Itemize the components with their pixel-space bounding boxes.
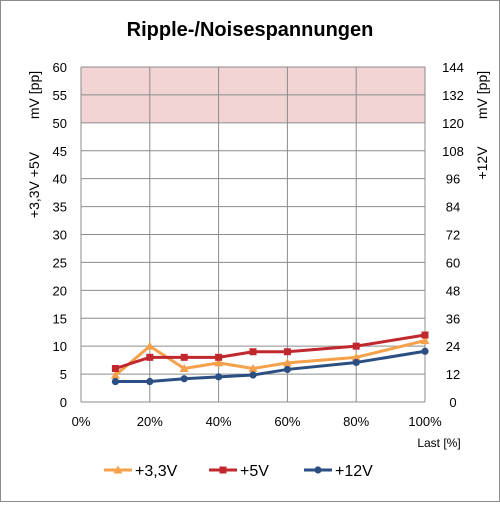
y-tick-right: 84 <box>446 200 460 215</box>
data-point-5v <box>421 331 429 339</box>
legend-marker <box>113 465 123 474</box>
series-12v <box>111 347 429 386</box>
data-point-3-3v <box>248 364 258 372</box>
data-point-12v <box>146 377 154 386</box>
data-point-3-3v <box>214 358 224 367</box>
data-point-5v <box>352 342 360 350</box>
data-point-3-3v <box>179 364 189 372</box>
left-axis-unit: mV [pp] <box>26 71 42 119</box>
y-tick-right: 108 <box>442 144 464 159</box>
left-axis-label: +3,3V +5V <box>26 151 42 218</box>
y-tick-left: 40 <box>53 172 67 187</box>
data-point-5v <box>283 348 291 356</box>
chart-title: Ripple-/Noisespannungen <box>127 19 374 41</box>
data-point-12v <box>249 371 257 379</box>
y-tick-right: 24 <box>446 339 460 354</box>
right-axis-label: +12V <box>474 146 490 180</box>
y-tick-right: 132 <box>442 88 464 103</box>
series-5v <box>111 331 429 372</box>
legend-item-12v: +12V <box>304 463 373 480</box>
y-tick-right: 120 <box>442 116 464 131</box>
data-point-5v <box>249 348 257 356</box>
series-line-5v <box>114 333 426 370</box>
y-tick-right: 36 <box>446 311 460 326</box>
y-tick-left: 10 <box>53 339 67 354</box>
legend-marker <box>219 466 227 474</box>
x-axis-label: Last [%] <box>417 436 460 450</box>
y-tick-right: 60 <box>446 255 460 270</box>
data-point-3-3v <box>420 336 430 345</box>
data-point-3-3v <box>351 352 361 361</box>
data-point-12v <box>421 347 429 355</box>
x-tick: 60% <box>274 414 300 429</box>
x-tick: 100% <box>408 414 442 429</box>
x-tick: 40% <box>206 414 232 429</box>
y-tick-right: 0 <box>449 395 456 410</box>
y-tick-left: 20 <box>53 283 67 298</box>
legend-item-3-3v: +3,3V <box>104 463 178 480</box>
y-tick-right: 12 <box>446 367 460 382</box>
y-tick-left: 55 <box>53 88 67 103</box>
data-point-5v <box>146 353 154 361</box>
y-tick-right: 72 <box>446 228 460 243</box>
y-tick-right: 48 <box>446 283 460 298</box>
data-point-3-3v <box>282 358 292 367</box>
data-point-12v <box>111 377 119 386</box>
x-tick: 80% <box>343 414 369 429</box>
legend-label: +12V <box>335 463 373 480</box>
series-3-3v <box>110 336 430 379</box>
data-point-3-3v <box>110 370 120 379</box>
data-point-12v <box>352 358 360 367</box>
data-point-3-3v <box>145 341 155 350</box>
y-tick-left: 45 <box>53 144 67 159</box>
y-tick-left: 0 <box>60 395 67 410</box>
y-tick-left: 30 <box>53 228 67 243</box>
data-point-5v <box>111 365 119 372</box>
y-tick-left: 35 <box>53 200 67 215</box>
legend-label: +5V <box>240 463 269 480</box>
data-point-12v <box>215 373 223 381</box>
y-tick-right: 144 <box>442 60 464 75</box>
y-tick-left: 5 <box>60 367 67 382</box>
x-tick: 20% <box>137 414 163 429</box>
legend-label: +3,3V <box>135 463 178 480</box>
series-line-3-3v <box>114 339 426 377</box>
legend-item-5v: +5V <box>209 463 269 480</box>
y-tick-left: 25 <box>53 255 67 270</box>
data-point-12v <box>180 375 188 383</box>
x-tick: 0% <box>72 414 91 429</box>
y-tick-left: 15 <box>53 311 67 326</box>
y-tick-left: 60 <box>53 60 67 75</box>
series-line-12v <box>115 349 426 384</box>
data-point-12v <box>283 365 291 374</box>
legend-marker <box>314 466 322 474</box>
y-tick-right: 96 <box>446 172 460 187</box>
right-axis-unit: mV [pp] <box>474 71 490 119</box>
data-point-5v <box>180 353 188 361</box>
data-point-5v <box>215 353 223 361</box>
y-tick-left: 50 <box>53 116 67 131</box>
